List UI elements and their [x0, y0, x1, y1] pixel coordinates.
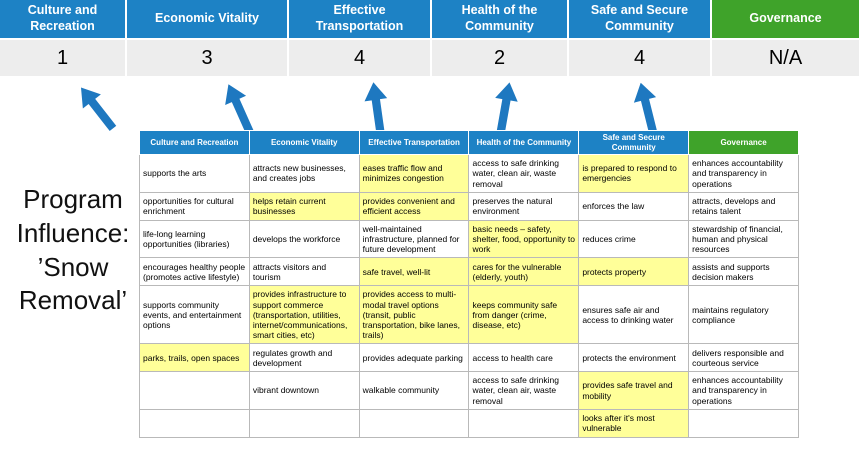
- matrix-header-governance: Governance: [688, 129, 799, 156]
- table-row: supports the arts attracts new businesses…: [139, 154, 799, 193]
- table-cell: [139, 371, 250, 410]
- table-cell: preserves the natural environment: [468, 191, 580, 221]
- score-transportation: 4: [289, 40, 430, 76]
- summary-header-culture: Culture and Recreation: [0, 0, 125, 38]
- table-cell: safe travel, well-lit: [358, 257, 470, 287]
- table-cell: walkable community: [358, 371, 470, 410]
- table-cell: [688, 408, 799, 438]
- score-economic: 3: [127, 40, 287, 76]
- summary-score-row: 1 3 4 2 4 N/A: [0, 40, 859, 76]
- table-cell: well-maintained infrastructure, planned …: [358, 219, 470, 259]
- table-cell: life-long learning opportunities (librar…: [139, 219, 250, 259]
- table-cell: attracts new businesses, and creates job…: [248, 154, 360, 193]
- score-safe: 4: [569, 40, 710, 76]
- table-cell: provides adequate parking: [358, 343, 470, 373]
- table-cell: supports the arts: [139, 154, 250, 193]
- table-cell: provides infrastructure to support comme…: [248, 285, 360, 345]
- table-cell: access to health care: [468, 343, 580, 373]
- table-cell: parks, trails, open spaces: [139, 343, 250, 373]
- table-cell: [468, 408, 580, 438]
- table-cell: supports community events, and entertain…: [139, 285, 250, 345]
- table-cell: access to safe drinking water, clean air…: [468, 154, 580, 193]
- matrix-header-transportation: Effective Transportation: [358, 129, 470, 156]
- summary-header-economic: Economic Vitality: [127, 0, 287, 38]
- up-arrow-icon: [488, 80, 523, 136]
- table-cell: protects property: [578, 257, 690, 287]
- matrix-header-economic: Economic Vitality: [248, 129, 360, 156]
- table-cell: ensures safe air and access to drinking …: [578, 285, 690, 345]
- table-cell: is prepared to respond to emergencies: [578, 154, 690, 193]
- up-arrow-icon: [628, 80, 666, 137]
- table-cell: looks after it's most vulnerable: [578, 408, 690, 438]
- table-cell: helps retain current businesses: [248, 191, 360, 221]
- table-cell: enhances accountability and transparency…: [688, 154, 799, 193]
- table-cell: opportunities for cultural enrichment: [139, 191, 250, 221]
- table-cell: eases traffic flow and minimizes congest…: [358, 154, 470, 193]
- summary-header-governance: Governance: [712, 0, 859, 38]
- matrix-header-health: Health of the Community: [468, 129, 580, 156]
- summary-header-transportation: Effective Transportation: [289, 0, 430, 38]
- matrix-header-safe: Safe and Secure Community: [578, 129, 690, 156]
- table-cell: stewardship of financial, human and phys…: [688, 219, 799, 259]
- table-cell: cares for the vulnerable (elderly, youth…: [468, 257, 580, 287]
- up-arrow-icon: [217, 79, 262, 137]
- table-cell: regulates growth and development: [248, 343, 360, 373]
- up-arrow-icon: [361, 80, 394, 135]
- score-culture: 1: [0, 40, 125, 76]
- table-cell: [358, 408, 470, 438]
- table-row: life-long learning opportunities (librar…: [139, 219, 799, 259]
- matrix-header: Culture and Recreation Economic Vitality…: [139, 129, 799, 156]
- matrix-body: supports the arts attracts new businesses…: [139, 154, 799, 438]
- table-cell: [248, 408, 360, 438]
- table-cell: maintains regulatory compliance: [688, 285, 799, 345]
- summary-header-row: Culture and Recreation Economic Vitality…: [0, 0, 859, 38]
- table-cell: attracts, develops and retains talent: [688, 191, 799, 221]
- table-cell: develops the workforce: [248, 219, 360, 259]
- table-cell: provides access to multi-modal travel op…: [358, 285, 470, 345]
- table-cell: vibrant downtown: [248, 371, 360, 410]
- table-row: supports community events, and entertain…: [139, 285, 799, 345]
- table-row: parks, trails, open spaces regulates grow…: [139, 343, 799, 373]
- table-cell: protects the environment: [578, 343, 690, 373]
- score-health: 2: [432, 40, 567, 76]
- table-row: looks after it's most vulnerable: [139, 408, 799, 438]
- table-row: opportunities for cultural enrichment hel…: [139, 191, 799, 221]
- score-governance: N/A: [712, 40, 859, 76]
- table-cell: enhances accountability and transparency…: [688, 371, 799, 410]
- table-cell: provides convenient and efficient access: [358, 191, 470, 221]
- table-cell: basic needs – safety, shelter, food, opp…: [468, 219, 580, 259]
- table-cell: encourages healthy people (promotes acti…: [139, 257, 250, 287]
- influence-matrix: Culture and Recreation Economic Vitality…: [139, 129, 799, 438]
- table-cell: attracts visitors and tourism: [248, 257, 360, 287]
- summary-header-safe: Safe and Secure Community: [569, 0, 710, 38]
- table-cell: reduces crime: [578, 219, 690, 259]
- table-cell: [139, 408, 250, 438]
- table-cell: enforces the law: [578, 191, 690, 221]
- table-row: encourages healthy people (promotes acti…: [139, 257, 799, 287]
- table-cell: keeps community safe from danger (crime,…: [468, 285, 580, 345]
- up-arrow-icon: [71, 80, 124, 137]
- table-cell: delivers responsible and courteous servi…: [688, 343, 799, 373]
- summary-header-health: Health of the Community: [432, 0, 567, 38]
- table-cell: assists and supports decision makers: [688, 257, 799, 287]
- table-cell: provides safe travel and mobility: [578, 371, 690, 410]
- matrix-header-culture: Culture and Recreation: [139, 129, 250, 156]
- table-cell: access to safe drinking water, clean air…: [468, 371, 580, 410]
- page-title: Program Influence: ’Snow Removal’: [16, 184, 130, 316]
- table-row: vibrant downtown walkable community access…: [139, 371, 799, 410]
- matrix-header-row: Culture and Recreation Economic Vitality…: [139, 129, 799, 156]
